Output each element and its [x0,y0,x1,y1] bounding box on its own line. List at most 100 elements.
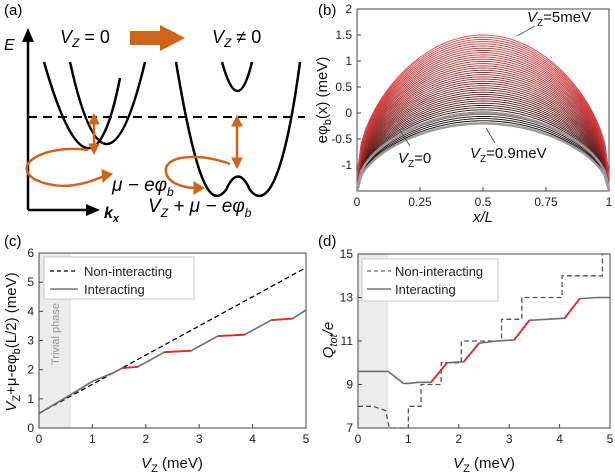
left-title: VZ = 0 [60,27,110,50]
panel-b-ytick-label: 0.5 [335,80,352,94]
panel-d-xtick-label: 1 [405,432,412,446]
potential-curve [356,60,610,181]
potential-curve [356,38,610,177]
panel-b-ytick-label: -0.5 [331,132,352,146]
potential-curve [356,41,610,177]
potential-curve [356,45,610,178]
panel-b-ytick-label: 2 [345,2,352,16]
potential-curve [356,78,610,184]
panel-b-ylabel: eφb(x) (meV) [314,57,334,144]
panel-d-interacting-red-segment [430,362,448,383]
panel-d-xtick-label: 0 [355,432,362,446]
panel-b-ytick-label: -1 [341,158,352,172]
annotation-vz-0: VZ=0 [398,150,431,170]
panel-b-ytick-label: 1 [345,54,352,68]
left-gap-arrow-up-icon [88,112,100,125]
left-formula: μ − eφb [111,175,174,199]
panel-b-xtick-label: 1 [606,195,613,209]
potential-curve-vz0 [355,122,611,192]
panel-c-ticks: 0 1 2 3 4 5 0 1 2 3 4 5 6 [27,246,309,446]
panel-d-ytick-label: 9 [346,378,353,392]
panel-c-ytick-label: 1 [27,392,34,406]
legend-noninteracting: Non-interacting [84,264,172,279]
annotation-vz-5-pointer [516,25,536,37]
right-curved-arrowhead-icon [193,181,205,195]
panel-c: (c) Trivial phase 0 1 2 3 4 5 0 1 2 3 4 5 6 Non-inte… [3,233,310,475]
potential-curve [356,36,610,176]
panel-c-interacting-line [38,309,307,415]
potential-curve [356,49,610,179]
potential-curve [356,115,610,191]
potential-curve [356,56,610,180]
panel-a-axes: E kx [4,28,120,225]
left-gap-arrow-down-icon [88,143,100,156]
energy-axis-label: E [4,37,15,54]
panel-d-interacting-red-segment [513,319,531,341]
potential-curve [356,65,610,182]
panel-c-ytick-label: 6 [27,246,34,260]
panel-c-ytick-label: 5 [27,275,34,289]
panel-d-ylabel: Qtot/e [320,322,340,358]
panel-c-interacting-red-segment [121,365,138,370]
left-curved-arrowhead-icon [101,169,113,184]
panel-d-series [358,253,610,429]
panel-c-xtick-label: 4 [249,432,256,446]
potential-curve [356,87,610,186]
panel-c-ylabel: VZ+μ-eφb(L/2) (meV) [3,272,23,411]
potential-curve [356,118,610,191]
panel-c-interacting-red-segment [164,349,192,354]
panel-c-label: (c) [4,233,22,250]
panel-d-ytick-label: 15 [340,247,354,261]
annotation-vz-5: VZ=5meV [527,9,591,29]
panel-a-label: (a) [4,2,22,19]
momentum-arrowhead-icon [86,204,100,216]
right-formula: VZ + μ − eφb [148,196,252,220]
legend-box [43,256,195,300]
potential-curve [356,58,610,180]
panel-b-ytick-label: 1.5 [335,28,352,42]
left-band-parabola-2 [68,61,147,146]
annotation-vz-09-pointer [485,127,496,144]
right-lower-band [174,61,302,198]
panel-d-xlabel: VZ (meV) [453,455,515,475]
panel-c-xtick-label: 5 [303,432,310,446]
potential-curve [356,71,610,183]
panel-b-ytick-label: 0 [345,106,352,120]
panel-c-legend: Non-interacting Interacting [43,256,195,300]
orange-arrows [25,112,243,195]
potential-curve [356,104,610,189]
panel-b-curves [355,34,611,192]
potential-curve [356,93,610,187]
energy-arrowhead-icon [22,28,34,42]
potential-curve [356,98,610,188]
panel-d-xtick-label: 2 [455,432,462,446]
potential-curve [356,107,610,189]
panel-b-xtick-label: 0.75 [534,195,558,209]
potential-curve [356,96,610,187]
panel-d-interacting-red-segment [463,342,480,363]
panel-c-ytick-label: 0 [27,421,34,435]
panel-b: (b) 0 0.25 0.5 0.75 1 -1 -0.5 0 0.5 1 1.5 2 x/L eφb… [314,2,613,226]
legend-noninteracting-d: Non-interacting [395,264,483,279]
right-curved-arrow [164,155,231,190]
panel-d-noninteracting-line [358,253,610,429]
panel-d-ytick-label: 11 [341,334,354,348]
legend-interacting-d: Interacting [395,282,456,297]
panel-d-ticks: 0 1 2 3 4 5 7 9 11 13 15 [340,247,614,446]
panel-b-xtick-label: 0 [354,195,361,209]
panel-d-interacting-red-segment [563,298,581,319]
potential-curve [356,43,610,178]
panel-c-xtick-label: 2 [142,432,149,446]
panel-c-interacting-red-segment [217,333,245,337]
potential-curve [356,100,610,188]
transition-arrow-icon [130,25,185,51]
panel-d-ytick-label: 7 [346,421,353,435]
panel-b-xtick-label: 0.5 [475,195,492,209]
potential-curve [356,52,610,179]
panel-c-xtick-label: 1 [89,432,96,446]
panel-d-legend: Non-interacting Interacting [361,258,499,302]
legend-interacting: Interacting [84,282,145,297]
potential-curve [356,89,610,186]
potential-curve [356,82,610,185]
